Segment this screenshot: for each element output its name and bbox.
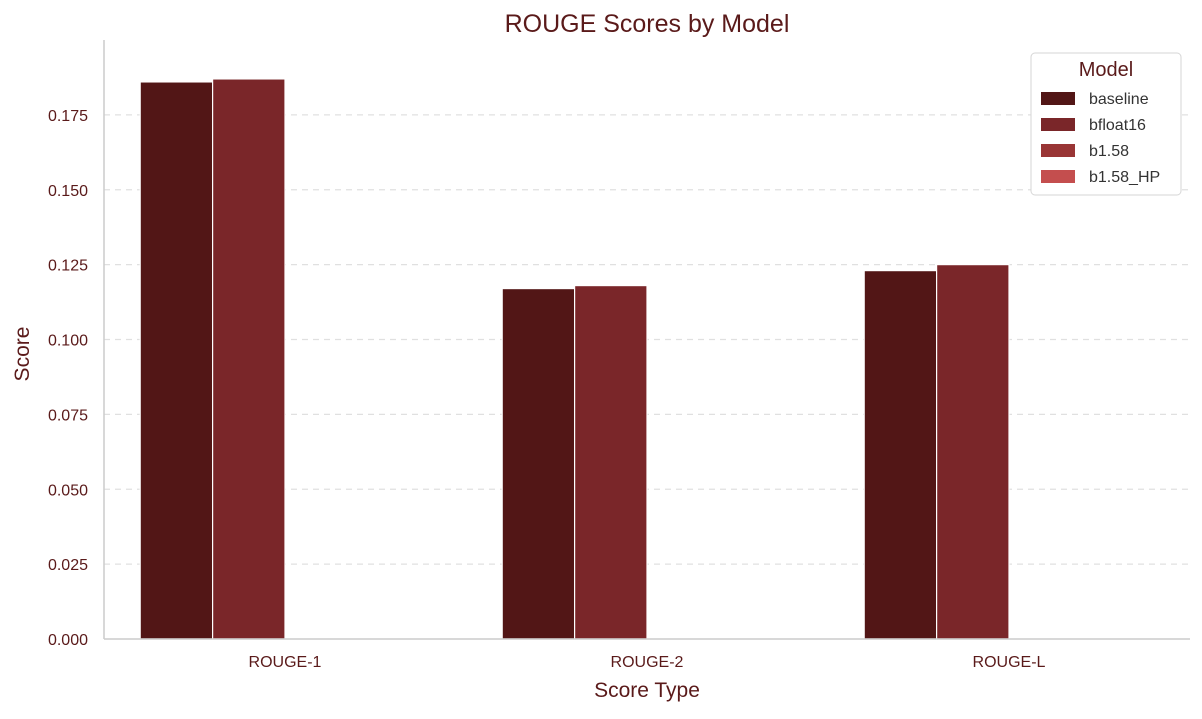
legend-swatch xyxy=(1041,92,1075,105)
legend-label: b1.58 xyxy=(1089,143,1129,160)
bar-baseline-rouge-2 xyxy=(501,287,576,640)
bar-baseline-rouge-1 xyxy=(139,81,214,640)
y-tick-label: 0.025 xyxy=(48,557,88,574)
legend-label: b1.58_HP xyxy=(1089,169,1160,186)
legend-swatch xyxy=(1041,144,1075,157)
y-tick-label: 0.125 xyxy=(48,258,88,275)
legend: Model baseline bfloat16 b1.58 b1.58_HP xyxy=(1030,52,1182,196)
legend-swatch xyxy=(1041,170,1075,183)
bars xyxy=(139,78,1010,640)
x-axis-label: Score Type xyxy=(594,679,700,702)
legend-items: baseline bfloat16 b1.58 b1.58_HP xyxy=(1041,91,1160,186)
y-tick-label: 0.175 xyxy=(48,108,88,125)
legend-label: bfloat16 xyxy=(1089,117,1146,134)
legend-box xyxy=(1030,52,1182,196)
bar-baseline-rouge-l xyxy=(863,270,938,640)
bar-bfloat16-rouge-1 xyxy=(212,78,286,640)
bar-bfloat16-rouge-l xyxy=(935,264,1010,640)
y-tick-label: 0.075 xyxy=(48,407,88,424)
axes xyxy=(103,40,1190,640)
legend-title: Model xyxy=(1079,59,1133,81)
bar-bfloat16-rouge-2 xyxy=(573,284,648,640)
legend-swatch xyxy=(1041,118,1075,131)
chart-title: ROUGE Scores by Model xyxy=(505,10,790,38)
x-tick-label: ROUGE-1 xyxy=(249,654,322,671)
y-tick-label: 0.000 xyxy=(48,632,88,649)
y-tick-label: 0.100 xyxy=(48,333,88,350)
y-tick-label: 0.050 xyxy=(48,482,88,499)
y-axis-label: Score xyxy=(11,327,34,382)
y-tick-labels: 0.000 0.025 0.050 0.075 0.100 0.125 0.150 0.175 xyxy=(48,108,88,649)
x-tick-label: ROUGE-L xyxy=(973,654,1046,671)
x-tick-label: ROUGE-2 xyxy=(611,654,684,671)
legend-label: baseline xyxy=(1089,91,1149,108)
x-tick-labels: ROUGE-1 ROUGE-2 ROUGE-L xyxy=(249,654,1046,671)
y-tick-label: 0.150 xyxy=(48,183,88,200)
